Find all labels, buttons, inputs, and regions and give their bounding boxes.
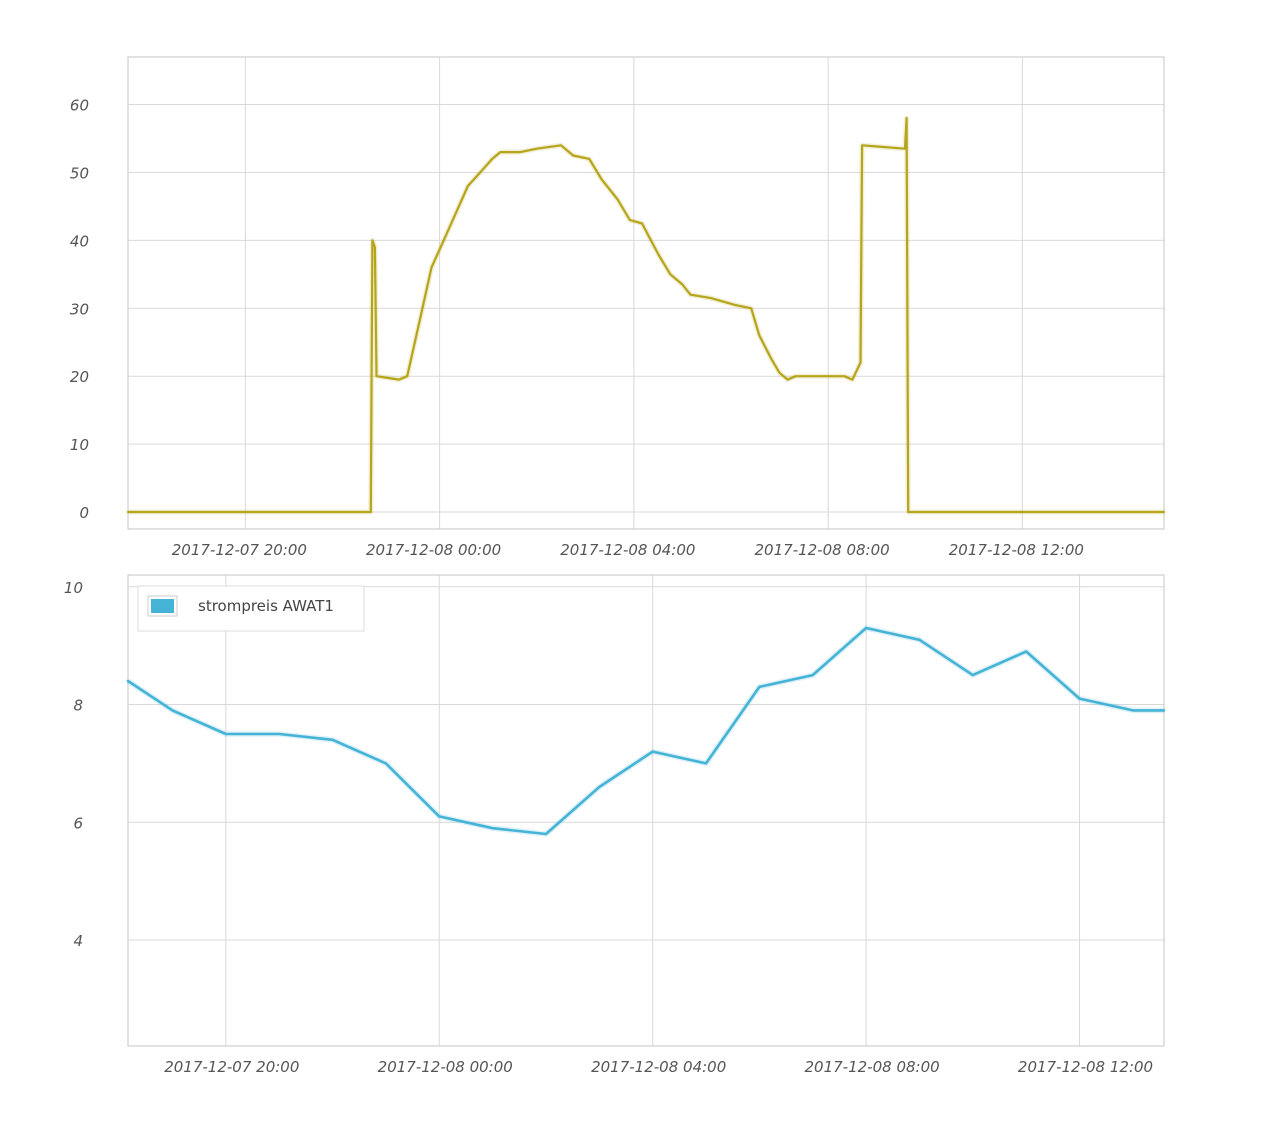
legend: strompreis AWAT1 <box>137 585 365 632</box>
y-tick-label: 10 <box>64 579 83 597</box>
x-tick-label: 2017-12-07 20:00 <box>164 1058 299 1076</box>
temperature-chart: 0 10 20 30 40 50 60 2017-12-07 20:00 2017-12-08 … <box>70 56 1166 559</box>
y-tick-label: 40 <box>70 232 89 250</box>
series-line <box>126 117 1166 514</box>
y-tick-label: 10 <box>70 436 89 454</box>
x-tick-label: 2017-12-08 04:00 <box>591 1058 726 1076</box>
plot-frame <box>127 56 1165 530</box>
y-tick-label: 0 <box>79 504 89 522</box>
legend-label: strompreis AWAT1 <box>198 597 334 615</box>
x-tick-label: 2017-12-08 00:00 <box>366 541 501 559</box>
y-tick-label: 50 <box>70 164 89 182</box>
x-tick-label: 2017-12-08 08:00 <box>755 541 890 559</box>
x-tick-label: 2017-12-08 08:00 <box>805 1058 940 1076</box>
x-tick-label: 2017-12-08 12:00 <box>949 541 1084 559</box>
series-line-shadow <box>128 115 1164 515</box>
x-tick-label: 2017-12-08 00:00 <box>378 1058 513 1076</box>
legend-swatch <box>151 599 174 613</box>
y-tick-label: 20 <box>70 368 89 386</box>
y-tick-label: 30 <box>70 300 89 318</box>
plot-frame <box>127 574 1165 1047</box>
y-tick-label: 6 <box>73 814 83 832</box>
x-tick-label: 2017-12-08 12:00 <box>1018 1058 1153 1076</box>
y-tick-label: 60 <box>70 97 89 115</box>
y-tick-label: 4 <box>73 932 83 950</box>
x-tick-label: 2017-12-07 20:00 <box>172 541 307 559</box>
series-line <box>126 626 1166 836</box>
strompreis-chart: 4 6 8 10 2017-12-07 20:00 2017-12-08 00:00 201… <box>64 574 1166 1076</box>
y-tick-label: 8 <box>73 697 83 715</box>
x-tick-label: 2017-12-08 04:00 <box>560 541 695 559</box>
